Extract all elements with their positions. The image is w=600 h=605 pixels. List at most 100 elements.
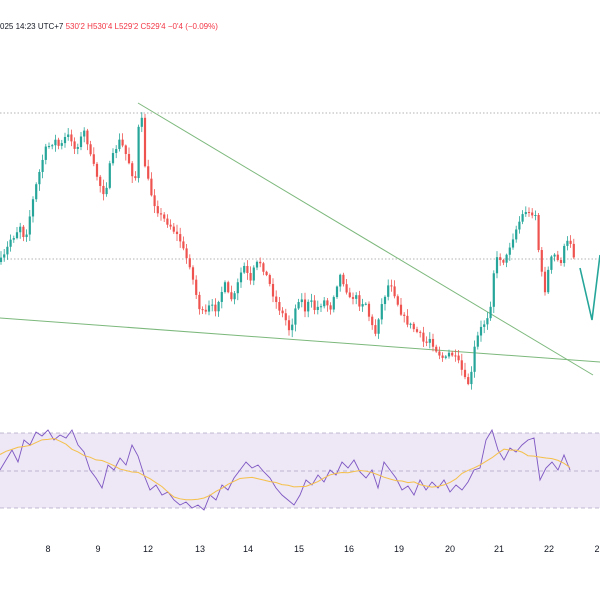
candle-body xyxy=(435,346,438,352)
candle-body xyxy=(38,171,41,185)
candle-body xyxy=(233,293,236,300)
candle-body xyxy=(463,369,467,378)
candle-body xyxy=(470,371,473,385)
candle xyxy=(252,265,255,286)
header-close: C529'4 xyxy=(140,22,166,31)
candle-body xyxy=(47,146,51,148)
candle-body xyxy=(207,305,211,312)
candle-body xyxy=(230,292,233,300)
candle-body xyxy=(156,206,159,214)
candle xyxy=(147,159,150,181)
candle xyxy=(451,350,454,357)
candle-body xyxy=(60,143,63,146)
candle xyxy=(316,300,319,315)
candle xyxy=(284,308,287,326)
candle-body xyxy=(316,306,319,311)
candle xyxy=(105,182,108,197)
candle xyxy=(73,137,76,155)
candle-body xyxy=(166,218,169,225)
candle xyxy=(358,290,361,312)
candle xyxy=(297,298,300,310)
candle xyxy=(406,309,409,328)
candle xyxy=(367,301,371,322)
candle xyxy=(57,137,60,150)
candle xyxy=(287,315,291,336)
candle-body xyxy=(511,239,515,248)
candle-body xyxy=(204,309,207,312)
candle xyxy=(518,216,521,234)
candle-body xyxy=(287,320,291,331)
candle-body xyxy=(236,282,239,294)
candle-body xyxy=(105,187,108,195)
candle xyxy=(124,144,127,161)
projection-line xyxy=(579,254,600,321)
candle xyxy=(0,251,3,265)
candle-body xyxy=(275,296,278,303)
candle xyxy=(211,299,214,312)
candle xyxy=(121,133,124,148)
candle-body xyxy=(124,145,127,155)
candle xyxy=(543,266,547,296)
candle-body xyxy=(412,323,415,330)
candle xyxy=(569,235,572,248)
candle-body xyxy=(22,226,25,238)
candle xyxy=(83,127,86,143)
candle-body xyxy=(492,273,495,307)
candle-body xyxy=(431,338,435,347)
candle-body xyxy=(390,285,393,287)
candle xyxy=(361,298,364,312)
candle xyxy=(329,302,332,315)
candle-body xyxy=(111,153,115,164)
trendlines-layer xyxy=(0,102,600,376)
candle xyxy=(86,128,89,151)
candle xyxy=(15,227,19,240)
candle-body xyxy=(383,296,387,305)
candle-body xyxy=(99,176,102,186)
candle-body xyxy=(31,199,35,217)
header-change: −0'4 (−0.09%) xyxy=(167,22,218,31)
candle xyxy=(387,279,390,301)
x-tick-label: 21 xyxy=(494,544,504,554)
candle xyxy=(483,320,486,334)
candle-body xyxy=(131,163,134,177)
candle-body xyxy=(406,315,409,325)
candle-body xyxy=(223,282,227,293)
candle xyxy=(198,291,201,315)
candle-body xyxy=(79,136,83,148)
candle-body xyxy=(531,212,534,216)
candle-body xyxy=(227,282,230,293)
candle xyxy=(38,169,41,191)
candle-body xyxy=(76,147,79,149)
candle-body xyxy=(566,240,569,246)
candle xyxy=(3,249,6,262)
candle xyxy=(383,295,387,311)
candle xyxy=(566,236,569,251)
candle-body xyxy=(473,346,476,372)
candle-body xyxy=(83,130,86,137)
candle-body xyxy=(313,300,316,311)
candle-body xyxy=(377,319,380,334)
candle-body xyxy=(361,304,364,307)
candle-body xyxy=(358,295,361,307)
candle xyxy=(25,229,28,242)
candle xyxy=(76,143,79,155)
candle-body xyxy=(51,145,54,147)
candle xyxy=(291,318,294,338)
header-open: 530'2 xyxy=(65,22,85,31)
candle-body xyxy=(294,308,297,325)
candle xyxy=(489,301,492,321)
x-tick-label: 19 xyxy=(394,544,404,554)
candle xyxy=(67,128,70,141)
candle xyxy=(403,312,406,323)
candle-body xyxy=(428,338,431,343)
candle xyxy=(156,200,159,217)
candle xyxy=(463,362,467,380)
candle-body xyxy=(387,285,390,297)
candle xyxy=(447,349,451,359)
candle xyxy=(89,140,92,157)
candle-body xyxy=(505,254,508,263)
candle-body xyxy=(419,331,422,333)
candle xyxy=(236,278,239,301)
candle-body xyxy=(553,254,556,257)
